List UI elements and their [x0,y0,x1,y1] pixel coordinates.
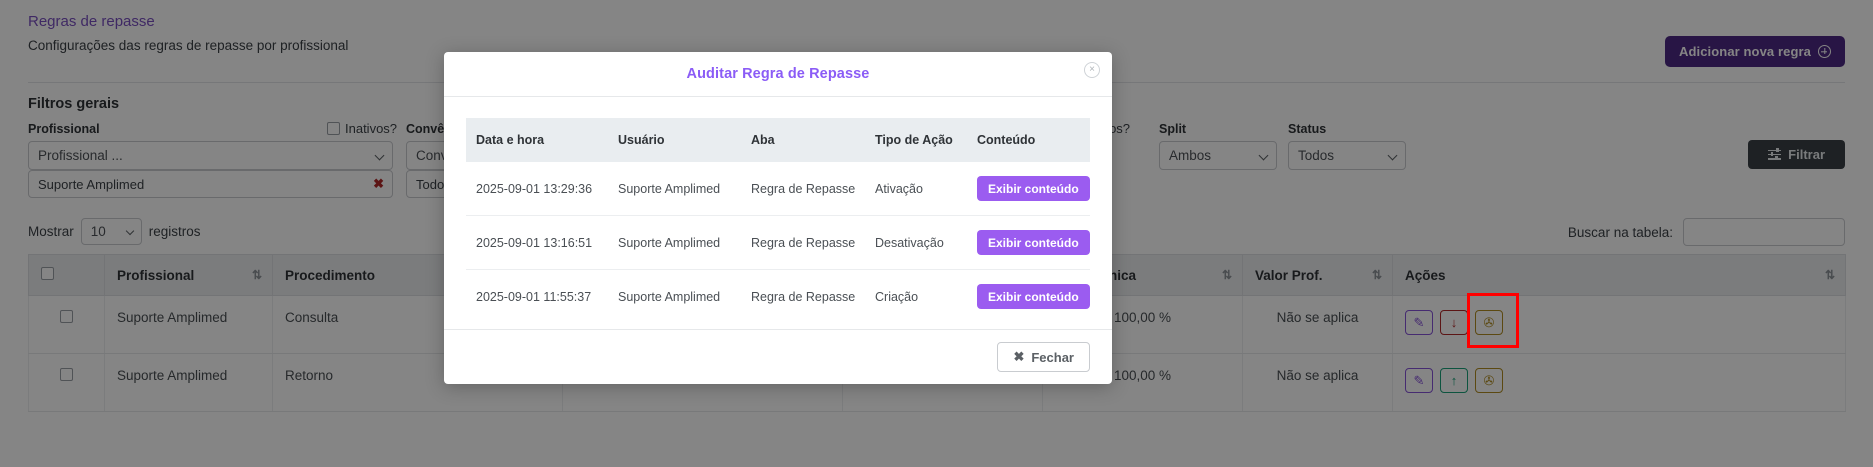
select-profissional-value: Profissional ... [38,148,123,163]
cell-profissional: Suporte Amplimed [104,353,273,412]
table-search-input[interactable] [1683,218,1845,246]
sort-icon: ⇅ [1371,268,1382,282]
audit-row: 2025-09-01 13:16:51 Suporte Amplimed Reg… [466,215,1090,270]
select-status[interactable]: Todos [1288,141,1406,170]
audit-datetime: 2025-09-01 13:16:51 [466,215,608,270]
th-tipo-de-acao: Tipo de Ação [865,118,967,162]
plus-circle-icon [1818,45,1831,58]
audit-user: Suporte Amplimed [618,289,721,304]
th-aba: Aba [741,118,865,162]
select-all-checkbox[interactable] [41,267,54,280]
cell-valor-prof: Não se aplica [1242,353,1393,412]
table-search-control: Buscar na tabela: [1568,218,1845,246]
page-length-control: Mostrar 10 registros [28,218,201,245]
th-conteudo: Conteúdo [967,118,1090,162]
filters-section-title: Filtros gerais [28,96,120,112]
page-subtitle: Configurações das regras de repasse por … [28,38,349,53]
close-x-icon: ✖ [1013,349,1025,364]
page-length-select[interactable]: 10 [80,218,142,245]
modal-footer: ✖ Fechar [444,329,1112,384]
select-split[interactable]: Ambos [1159,141,1277,170]
modal-header: Auditar Regra de Repasse × [444,52,1112,96]
audit-icon[interactable]: ✇ [1475,368,1503,393]
tag-profissional: Suporte Amplimed ✖ [28,170,393,198]
th-select-all [28,254,105,296]
add-new-rule-button[interactable]: Adicionar nova regra [1664,36,1845,67]
edit-icon[interactable]: ✎ [1405,310,1433,335]
remove-tag-icon[interactable]: ✖ [373,176,384,191]
edit-icon[interactable]: ✎ [1405,368,1433,393]
select-status-value: Todos [1298,148,1335,163]
sliders-icon [1768,148,1782,161]
arrow-up-icon[interactable]: ↑ [1440,368,1468,393]
audit-tab: Regra de Repasse [741,215,865,270]
show-suffix-label: registros [148,224,201,239]
th-acoes-label: Ações [1405,267,1446,283]
select-profissional[interactable]: Profissional ... [28,141,393,170]
audit-header-row: Data e hora Usuário Aba Tipo de Ação Con… [466,118,1090,162]
modal-header-divider [444,96,1112,97]
audit-content-cell: Exibir conteúdo [967,162,1090,216]
audit-row: 2025-09-01 13:29:36 Suporte Amplimed Reg… [466,162,1090,216]
audit-row: 2025-09-01 11:55:37 Suporte Amplimed Reg… [466,270,1090,324]
audit-tab: Regra de Repasse [741,162,865,216]
breadcrumb[interactable]: Regras de repasse [28,13,155,30]
audit-user: Suporte Amplimed [608,215,741,270]
th-data-e-hora: Data e hora [466,118,608,162]
audit-action: Desativação [865,215,967,270]
show-content-button[interactable]: Exibir conteúdo [977,176,1090,201]
close-icon[interactable]: × [1084,62,1100,78]
audit-modal: Auditar Regra de Repasse × Data e hora U… [444,52,1112,384]
row-checkbox[interactable] [60,310,73,323]
cell-profissional: Suporte Amplimed [104,295,273,354]
close-button-label: Fechar [1031,349,1074,365]
audit-action: Criação [875,289,919,304]
sort-icon: ⇅ [1824,268,1835,282]
modal-title: Auditar Regra de Repasse [686,66,870,82]
tag-convenio-value: Todos [416,176,451,192]
cell-valor-prof: Não se aplica [1242,295,1393,354]
audit-user: Suporte Amplimed [608,162,741,216]
th-procedimento-label: Procedimento [285,267,376,283]
audit-datetime: 2025-09-01 13:29:36 [466,162,608,216]
audit-icon[interactable]: ✇ [1475,310,1503,335]
audit-content-cell: Exibir conteúdo [967,215,1090,270]
cell-select [28,295,105,354]
th-valor-prof-label: Valor Prof. [1255,267,1323,283]
close-button[interactable]: ✖ Fechar [997,342,1090,372]
page-length-value: 10 [90,224,106,239]
add-new-rule-label: Adicionar nova regra [1678,44,1811,59]
table-search-label: Buscar na tabela: [1567,224,1673,240]
modal-body: Data e hora Usuário Aba Tipo de Ação Con… [444,97,1112,329]
cell-acoes: ✎ ↑ ✇ [1392,353,1846,412]
cell-select [28,353,105,412]
audit-tab: Regra de Repasse [751,289,856,304]
show-prefix-label: Mostrar [28,224,74,239]
tag-profissional-value: Suporte Amplimed [38,176,145,192]
checkbox-inativos-1[interactable] [327,122,340,135]
th-profissional[interactable]: Profissional ⇅ [104,254,273,296]
th-profissional-label: Profissional [117,267,195,283]
show-content-button[interactable]: Exibir conteúdo [977,230,1090,255]
th-valor-prof[interactable]: Valor Prof. ⇅ [1242,254,1393,296]
sort-icon: ⇅ [251,268,262,282]
arrow-down-icon[interactable]: ↓ [1440,310,1468,335]
th-acoes[interactable]: Ações ⇅ [1392,254,1846,296]
row-checkbox[interactable] [60,368,73,381]
label-status: Status [1288,122,1327,136]
label-profissional: Profissional [28,122,100,136]
label-inativos-1: Inativos? [345,121,398,136]
audit-content-cell: Exibir conteúdo [967,270,1090,324]
th-usuario: Usuário [608,118,741,162]
filter-button[interactable]: Filtrar [1748,140,1845,169]
audit-log-table: Data e hora Usuário Aba Tipo de Ação Con… [466,118,1090,323]
filter-button-label: Filtrar [1788,147,1825,162]
show-content-button[interactable]: Exibir conteúdo [977,284,1090,309]
audit-datetime: 2025-09-01 11:55:37 [476,289,592,304]
label-split: Split [1159,122,1187,136]
sort-icon: ⇅ [1221,268,1232,282]
select-split-value: Ambos [1169,148,1212,163]
audit-action: Ativação [865,162,967,216]
